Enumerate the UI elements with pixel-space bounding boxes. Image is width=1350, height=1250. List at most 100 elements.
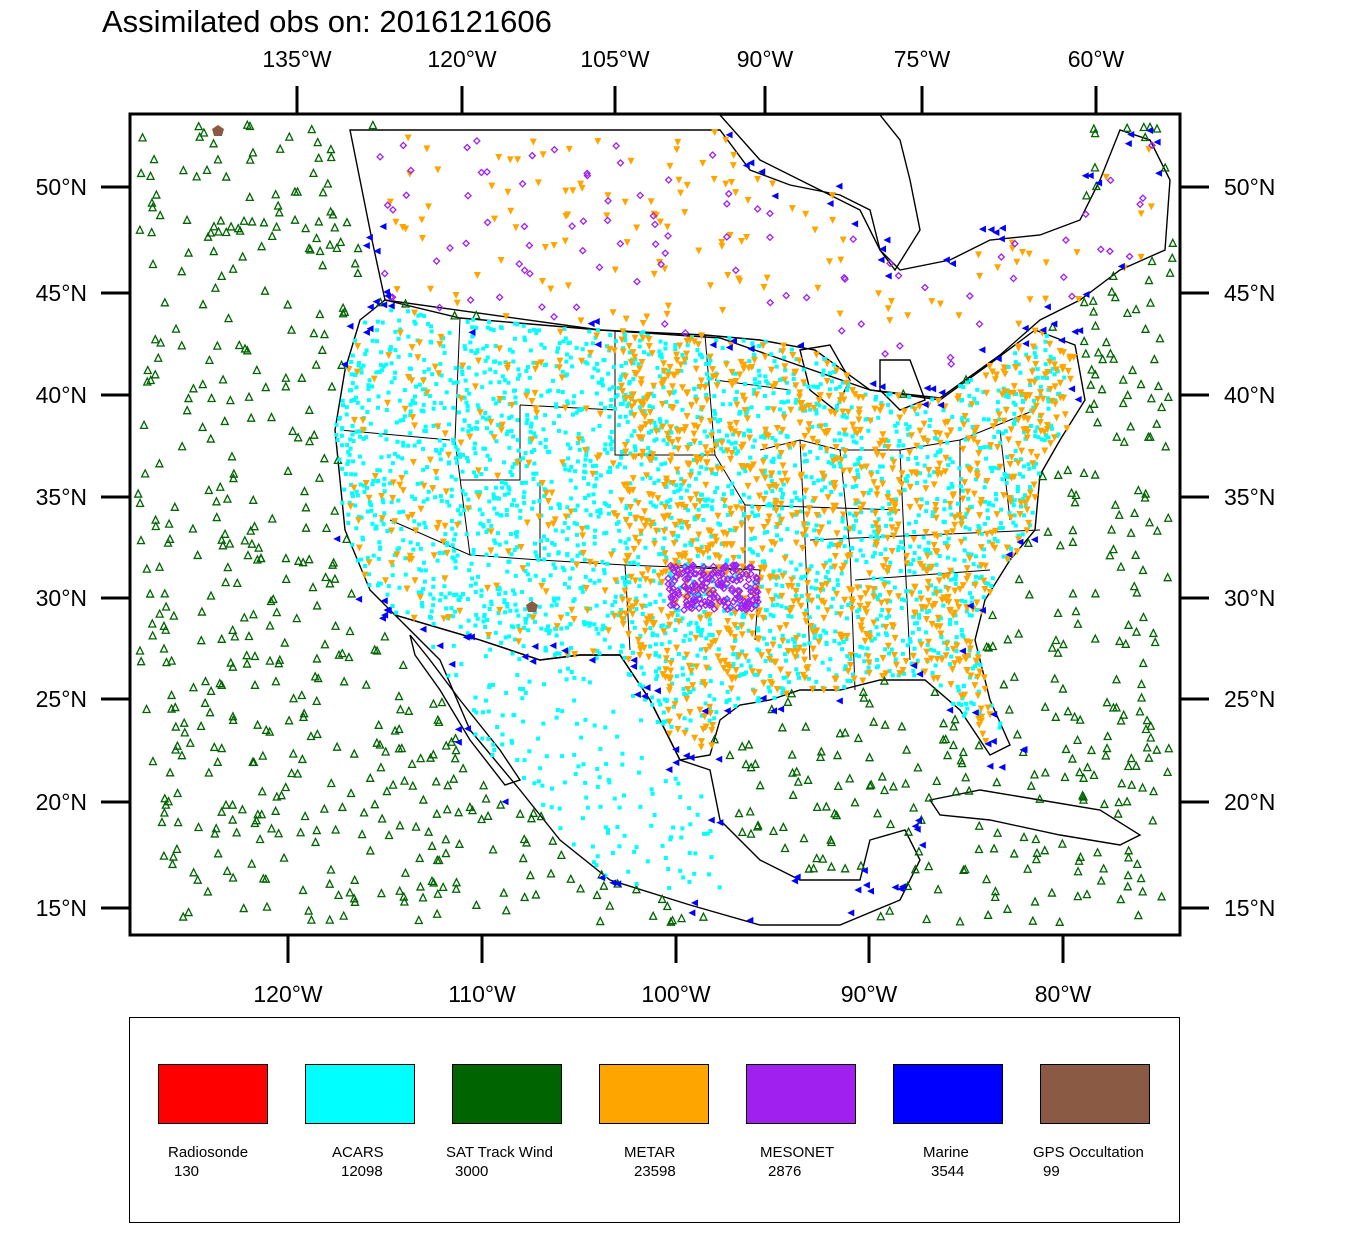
- metar-marker: [722, 136, 730, 144]
- acars-marker: [781, 482, 786, 487]
- metar-marker: [799, 671, 807, 679]
- acars-marker: [657, 374, 662, 379]
- acars-marker: [937, 554, 942, 559]
- metar-marker: [957, 538, 965, 546]
- acars-marker: [729, 611, 734, 616]
- acars-marker: [560, 529, 565, 534]
- acars-marker: [361, 363, 366, 368]
- acars-marker: [897, 438, 902, 443]
- acars-marker: [356, 514, 361, 519]
- acars-marker: [643, 697, 648, 702]
- metar-marker: [896, 414, 904, 422]
- sat-track-wind-marker: [1126, 753, 1136, 763]
- acars-marker: [774, 524, 779, 529]
- metar-marker: [934, 466, 942, 474]
- acars-marker: [462, 395, 467, 400]
- acars-marker: [371, 478, 376, 483]
- metar-marker: [1137, 253, 1145, 261]
- sat-track-wind-marker: [1012, 729, 1022, 739]
- sat-track-wind-marker: [319, 803, 329, 813]
- acars-marker: [608, 435, 613, 440]
- acars-marker: [1028, 423, 1033, 428]
- acars-marker: [923, 410, 928, 415]
- acars-marker: [959, 398, 964, 403]
- acars-marker: [551, 421, 556, 426]
- acars-marker: [907, 424, 912, 429]
- metar-marker: [658, 578, 666, 586]
- mesonet-marker: [713, 578, 722, 587]
- acars-marker: [714, 338, 719, 343]
- sat-track-wind-marker: [1145, 297, 1156, 307]
- acars-marker: [500, 742, 505, 747]
- acars-marker: [563, 336, 568, 341]
- acars-marker: [456, 410, 461, 415]
- coast-outline: [349, 129, 1171, 399]
- acars-marker: [449, 606, 454, 611]
- sat-track-wind-marker: [1148, 815, 1158, 825]
- sat-track-wind-marker: [1078, 790, 1088, 800]
- sat-track-wind-marker: [746, 828, 756, 838]
- metar-marker: [1007, 426, 1015, 434]
- acars-marker: [778, 430, 783, 435]
- acars-marker: [896, 545, 901, 550]
- metar-marker: [703, 450, 711, 458]
- acars-marker: [421, 467, 426, 472]
- metar-marker: [888, 548, 896, 556]
- acars-marker: [516, 448, 521, 453]
- metar-marker: [409, 414, 417, 422]
- acars-marker: [757, 385, 762, 390]
- acars-marker: [370, 482, 375, 487]
- acars-marker: [450, 555, 455, 560]
- acars-marker: [543, 612, 548, 617]
- metar-marker: [723, 447, 731, 455]
- acars-marker: [673, 776, 678, 781]
- acars-marker: [532, 461, 537, 466]
- acars-marker: [967, 393, 972, 398]
- acars-marker: [886, 392, 891, 397]
- metar-marker: [677, 361, 685, 369]
- acars-marker: [530, 506, 535, 511]
- acars-marker: [421, 587, 426, 592]
- metar-marker: [350, 484, 358, 492]
- acars-marker: [771, 636, 776, 641]
- acars-marker: [334, 433, 339, 438]
- sat-track-wind-marker: [266, 412, 277, 422]
- sat-track-wind-marker: [1040, 767, 1050, 777]
- sat-track-wind-marker: [238, 251, 248, 261]
- sat-track-wind-marker: [1060, 771, 1070, 782]
- mesonet-marker: [672, 602, 681, 611]
- acars-marker: [930, 510, 935, 515]
- acars-marker: [959, 477, 964, 482]
- acars-marker: [383, 429, 388, 434]
- acars-marker: [840, 647, 845, 652]
- acars-marker: [465, 631, 470, 636]
- sat-track-wind-marker: [677, 913, 687, 923]
- sat-track-wind-marker: [142, 376, 152, 386]
- acars-marker: [402, 414, 407, 419]
- acars-marker: [537, 498, 542, 503]
- metar-marker: [797, 602, 805, 610]
- sat-track-wind-marker: [958, 747, 968, 757]
- acars-marker: [710, 498, 715, 503]
- acars-marker: [1035, 375, 1040, 380]
- sat-track-wind-marker: [173, 788, 183, 798]
- metar-marker: [983, 477, 991, 485]
- metar-marker: [696, 615, 704, 623]
- acars-marker: [871, 576, 876, 581]
- metar-marker: [975, 721, 983, 729]
- acars-marker: [412, 394, 417, 399]
- state-border: [854, 569, 991, 581]
- acars-marker: [913, 519, 918, 524]
- acars-marker: [638, 804, 643, 809]
- sat-track-wind-marker: [220, 415, 230, 426]
- acars-marker: [442, 350, 447, 355]
- metar-marker: [565, 145, 573, 153]
- acars-marker: [532, 447, 537, 452]
- acars-marker: [668, 480, 673, 485]
- metar-marker: [1056, 394, 1064, 402]
- sat-track-wind-marker: [922, 914, 932, 924]
- metar-marker: [819, 470, 827, 478]
- metar-marker: [626, 522, 634, 530]
- acars-marker: [671, 825, 676, 830]
- metar-marker: [773, 424, 781, 432]
